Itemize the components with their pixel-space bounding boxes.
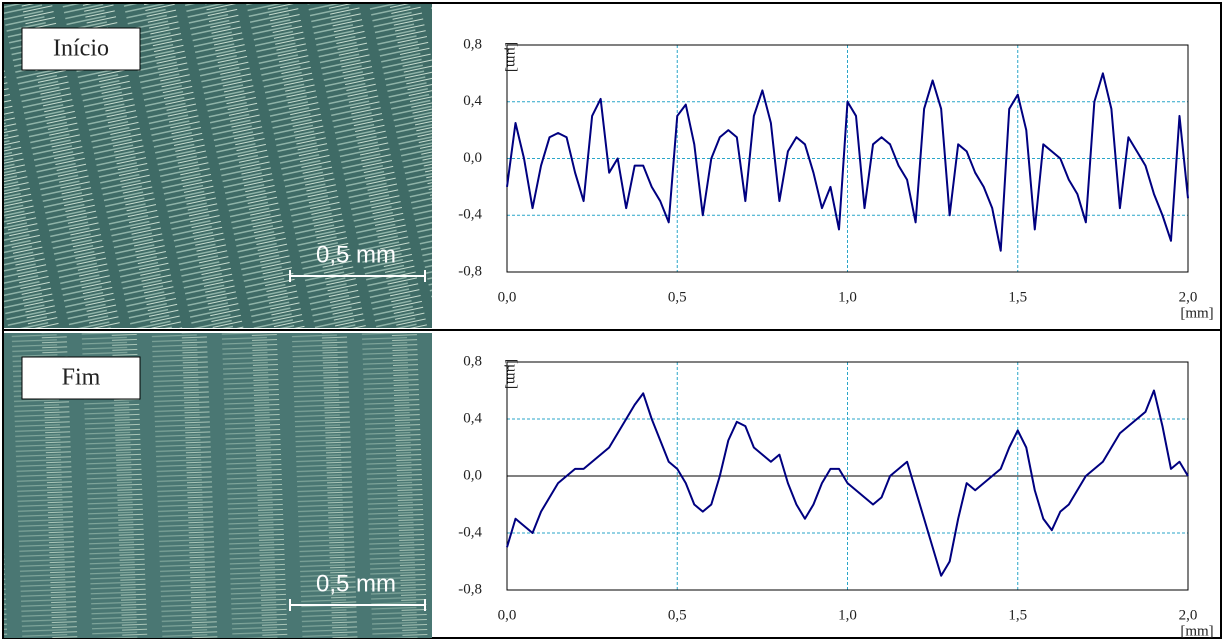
y-tick-label: 0,0 <box>463 467 482 483</box>
plot-frame <box>506 44 1189 273</box>
y-tick-label: -0,4 <box>458 524 482 540</box>
x-tick-label: 0,0 <box>498 607 517 623</box>
x-tick-label: 2,0 <box>1179 289 1198 305</box>
x-tick-label: 2,0 <box>1179 607 1198 623</box>
y-tick-label: 0,4 <box>463 410 482 426</box>
y-axis-label: [µm] <box>504 42 520 72</box>
x-axis-label: [mm] <box>1180 623 1213 639</box>
y-axis-label: [µm] <box>504 359 520 389</box>
y-tick-label: 0,4 <box>463 93 482 109</box>
y-tick-label: -0,8 <box>458 263 482 279</box>
scale-bar-label: 0,5 mm <box>316 570 396 597</box>
x-tick-label: 1,0 <box>838 289 857 305</box>
x-tick-label: 0,5 <box>668 289 687 305</box>
profile-line <box>506 72 1189 252</box>
x-tick-label: 1,5 <box>1008 289 1027 305</box>
image-label: Fim <box>62 365 101 391</box>
x-tick-label: 0,5 <box>668 607 687 623</box>
y-tick-label: 0,8 <box>463 36 482 52</box>
y-tick-label: 0,0 <box>463 150 482 166</box>
y-tick-label: -0,8 <box>458 581 482 597</box>
x-tick-label: 1,5 <box>1008 607 1027 623</box>
image-label: Início <box>53 36 109 62</box>
x-tick-label: 0,0 <box>498 289 517 305</box>
scale-bar-label: 0,5 mm <box>316 241 396 268</box>
label-box <box>21 27 141 71</box>
x-tick-label: 1,0 <box>838 607 857 623</box>
x-axis-label: [mm] <box>1180 305 1213 321</box>
label-box <box>21 356 141 400</box>
y-tick-label: 0,8 <box>463 353 482 369</box>
profile-line <box>506 389 1189 577</box>
y-tick-label: -0,4 <box>458 207 482 223</box>
